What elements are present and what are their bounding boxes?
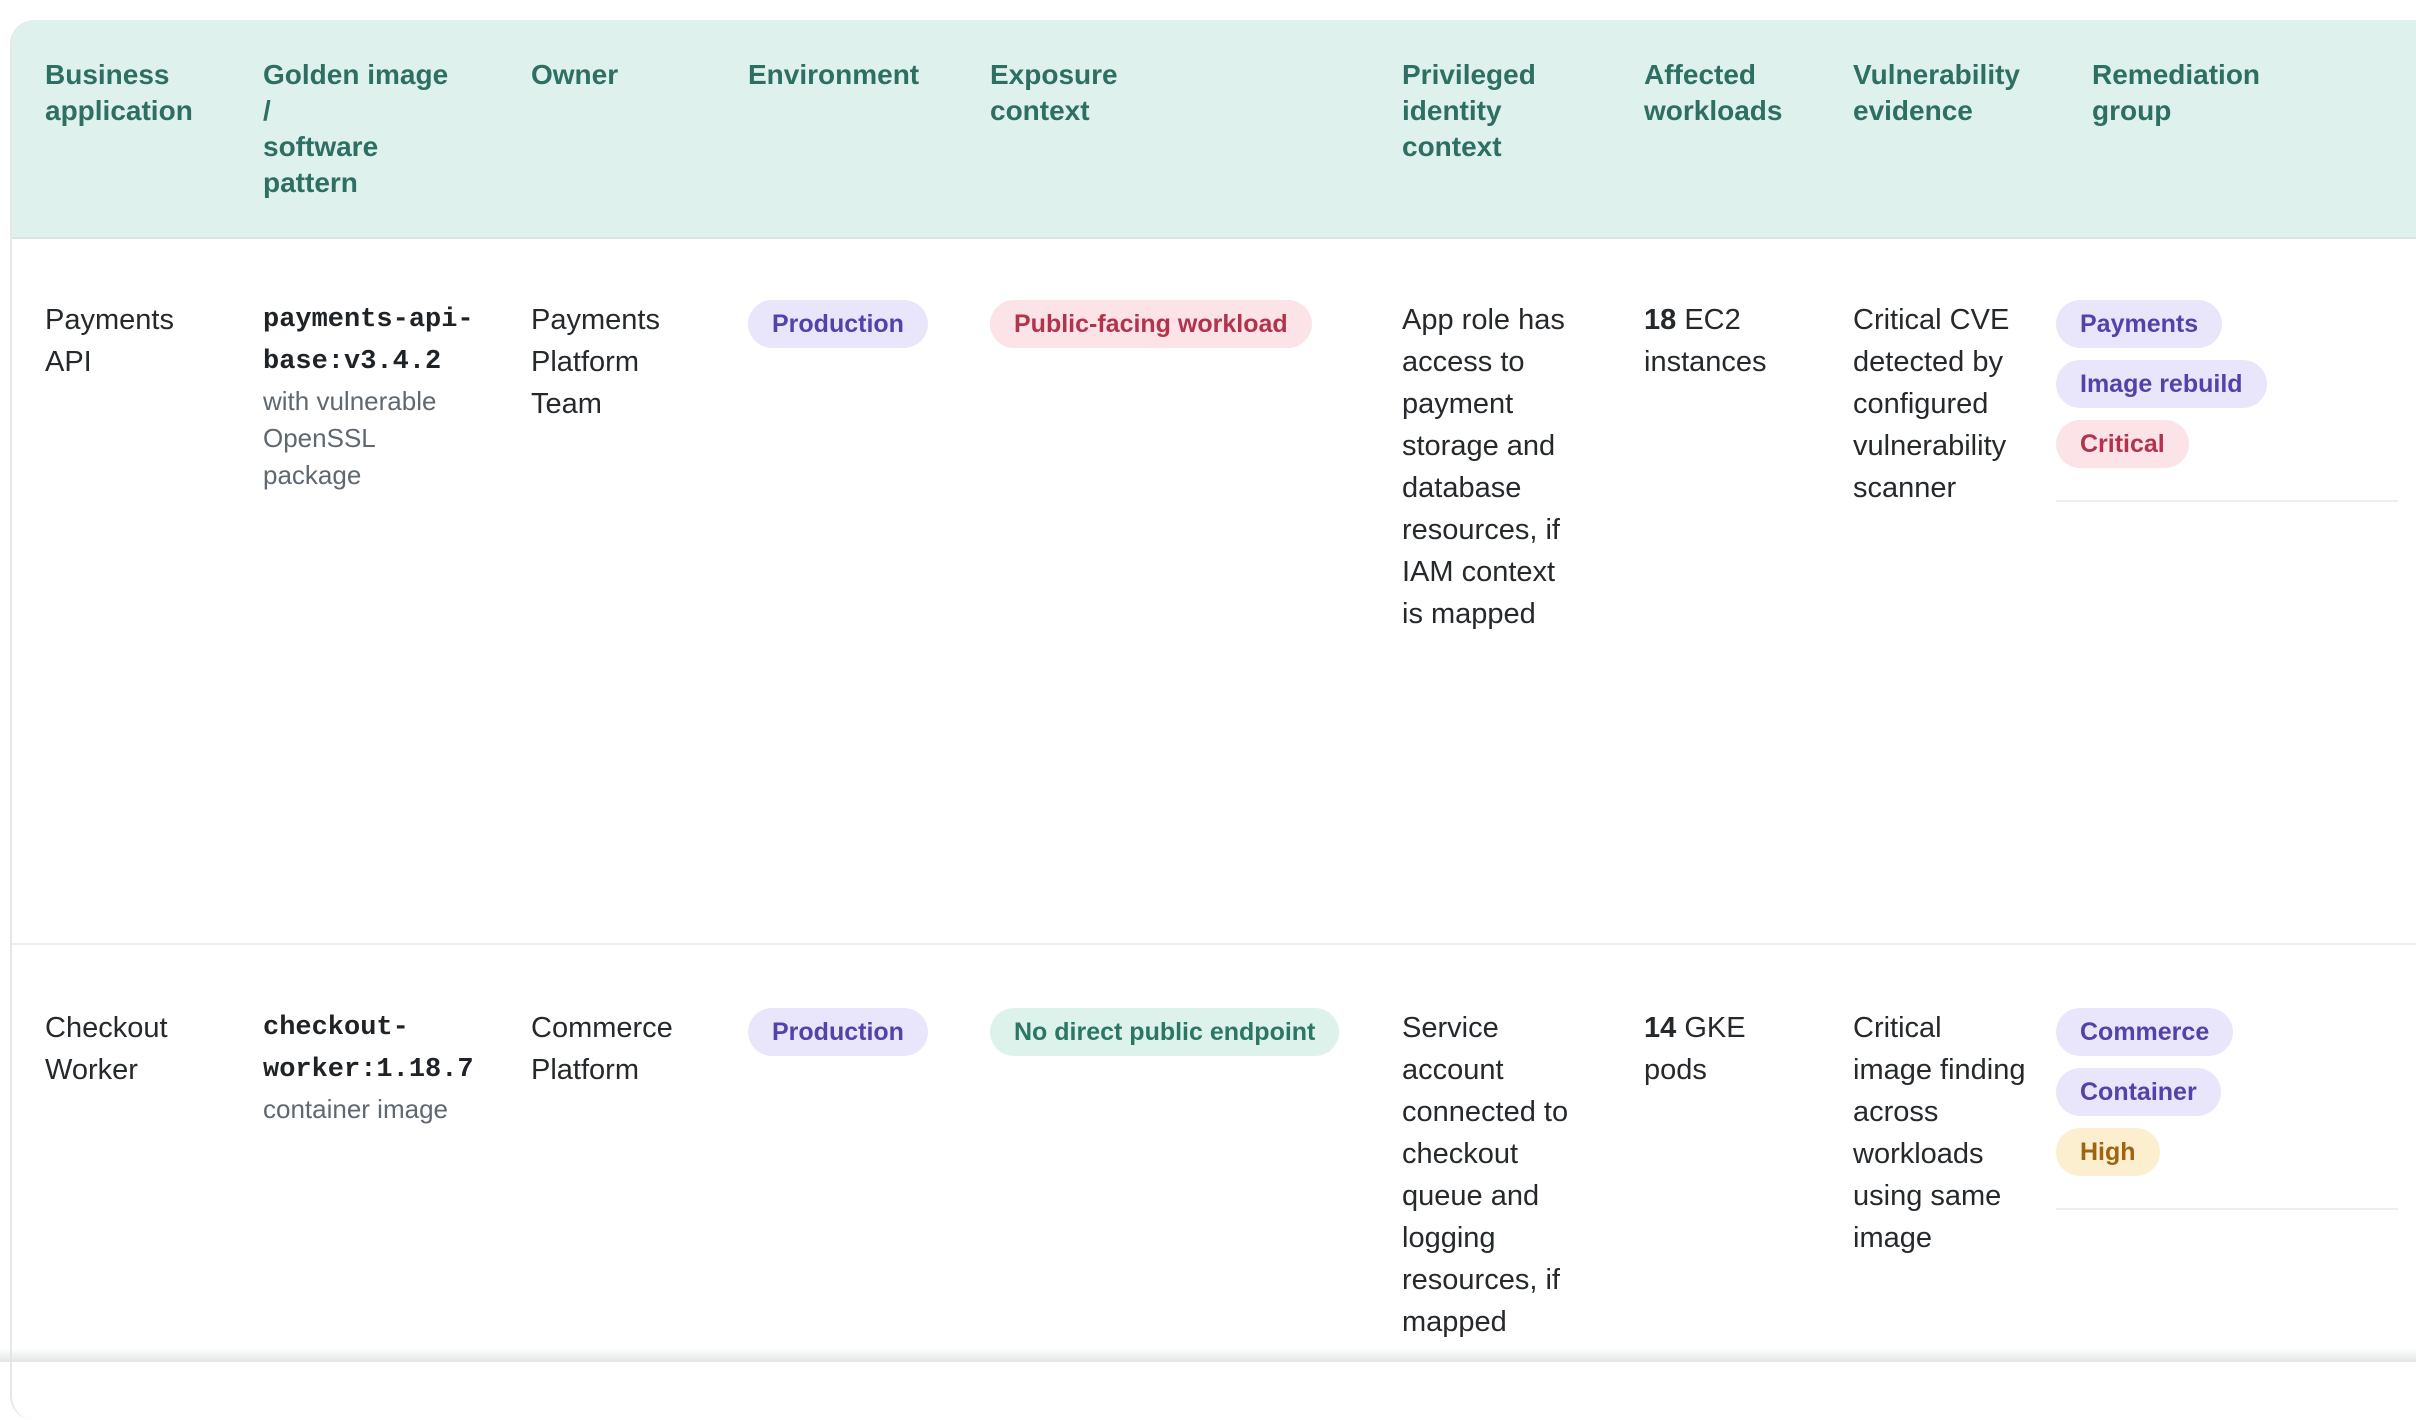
- golden-image-cell: checkout- worker:1.18.7 container image: [263, 1007, 474, 1128]
- group-tag[interactable]: Commerce: [2056, 1008, 2233, 1056]
- remediation-groups: Commerce Container High: [2056, 1008, 2398, 1210]
- group-tag[interactable]: Payments: [2056, 300, 2222, 348]
- group-tag[interactable]: Container: [2056, 1068, 2221, 1116]
- table-header: Business application Golden image / soft…: [12, 20, 2416, 239]
- remediation-groups: Payments Image rebuild Critical: [2056, 300, 2398, 502]
- exposure-badge: No direct public endpoint: [990, 1008, 1339, 1056]
- table-row[interactable]: Payments API payments-api- base:v3.4.2 w…: [12, 237, 2416, 945]
- image-note: container image: [263, 1091, 474, 1128]
- identity-context: App role has access to payment storage a…: [1402, 299, 1565, 635]
- workload-count: 14: [1644, 1012, 1676, 1044]
- vulnerability-evidence: Critical image finding across workloads …: [1853, 1007, 2026, 1259]
- exposure-cell: Public-facing workload: [990, 300, 1312, 348]
- golden-image-cell: payments-api- base:v3.4.2 with vulnerabl…: [263, 299, 474, 494]
- identity-context: Service account connected to checkout qu…: [1402, 1007, 1568, 1343]
- environment-cell: Production: [748, 300, 928, 348]
- application-name: Checkout Worker: [45, 1007, 168, 1091]
- header-vulnerability-evidence[interactable]: Vulnerability evidence: [1853, 57, 2020, 129]
- application-name: Payments API: [45, 299, 174, 383]
- exposure-badge: Public-facing workload: [990, 300, 1312, 348]
- workload-count: 18: [1644, 304, 1676, 336]
- image-name: payments-api- base:v3.4.2: [263, 299, 474, 383]
- environment-cell: Production: [748, 1008, 928, 1056]
- environment-badge: Production: [748, 1008, 928, 1056]
- owner-name: Payments Platform Team: [531, 299, 660, 425]
- exposure-cell: No direct public endpoint: [990, 1008, 1339, 1056]
- severity-badge[interactable]: Critical: [2056, 420, 2189, 468]
- scroll-shadow: [0, 1348, 2416, 1362]
- header-business-application[interactable]: Business application: [45, 57, 193, 129]
- header-golden-image[interactable]: Golden image / software pattern: [263, 57, 448, 201]
- vulnerability-table: Business application Golden image / soft…: [10, 20, 2416, 1420]
- header-affected-workloads[interactable]: Affected workloads: [1644, 57, 1782, 129]
- image-note: with vulnerable OpenSSL package: [263, 383, 474, 494]
- owner-name: Commerce Platform: [531, 1007, 673, 1091]
- group-tag[interactable]: Image rebuild: [2056, 360, 2267, 408]
- vulnerability-evidence: Critical CVE detected by configured vuln…: [1853, 299, 2009, 509]
- affected-workloads: 18 EC2 instances: [1644, 299, 1767, 383]
- header-owner[interactable]: Owner: [531, 57, 618, 93]
- header-environment[interactable]: Environment: [748, 57, 919, 93]
- header-privileged-identity-context[interactable]: Privileged identity context: [1402, 57, 1536, 165]
- header-remediation-group[interactable]: Remediation group: [2092, 57, 2260, 129]
- environment-badge: Production: [748, 300, 928, 348]
- severity-badge[interactable]: High: [2056, 1128, 2160, 1176]
- header-exposure-context[interactable]: Exposure context: [990, 57, 1118, 129]
- image-name: checkout- worker:1.18.7: [263, 1007, 474, 1091]
- affected-workloads: 14 GKE pods: [1644, 1007, 1746, 1091]
